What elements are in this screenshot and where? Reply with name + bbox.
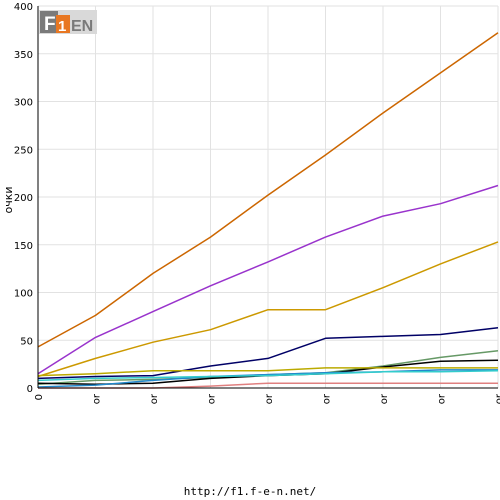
x-tick-label: or [322,393,333,404]
y-tick-label: 0 [27,384,33,395]
y-tick-label: 250 [14,145,33,156]
y-axis-tick-labels: 0 50 100 150 200 250 300 350 400 [14,2,33,395]
series-line-4 [37,327,499,380]
x-axis-tick-labels: 0 or or or or or or or or [34,393,500,404]
series-line-1 [37,32,499,348]
axes [37,6,498,389]
x-tick-label: or [379,393,390,404]
y-tick-label: 350 [14,50,33,61]
y-tick-label: 300 [14,98,33,109]
x-tick-label: or [92,393,103,404]
x-tick-label: or [264,393,275,404]
x-tick-label: or [149,393,160,404]
svg-text:1: 1 [58,18,66,35]
gridlines [37,5,499,389]
x-tick-label: or [494,393,500,404]
x-tick-label: or [437,393,448,404]
x-tick-label: or [207,393,218,404]
y-tick-label: 200 [14,193,33,204]
footer-url[interactable]: http://f1.f-e-n.net/ [183,485,317,498]
series-line-7 [37,367,498,377]
f1en-logo: F 1 EN [39,10,97,35]
series-line-3 [37,241,499,378]
series-line-2 [37,184,499,375]
svg-text:F: F [44,14,56,35]
y-tick-label: 100 [14,289,33,300]
y-tick-label: 150 [14,241,33,252]
series-lines [37,32,499,389]
y-tick-label: 50 [20,336,33,347]
series-line-8 [37,369,498,388]
x-tick-label: 0 [34,394,45,400]
svg-text:EN: EN [71,18,93,35]
y-axis-label: очки [2,186,15,213]
y-tick-label: 400 [14,2,33,13]
series-line-9 [37,370,499,382]
